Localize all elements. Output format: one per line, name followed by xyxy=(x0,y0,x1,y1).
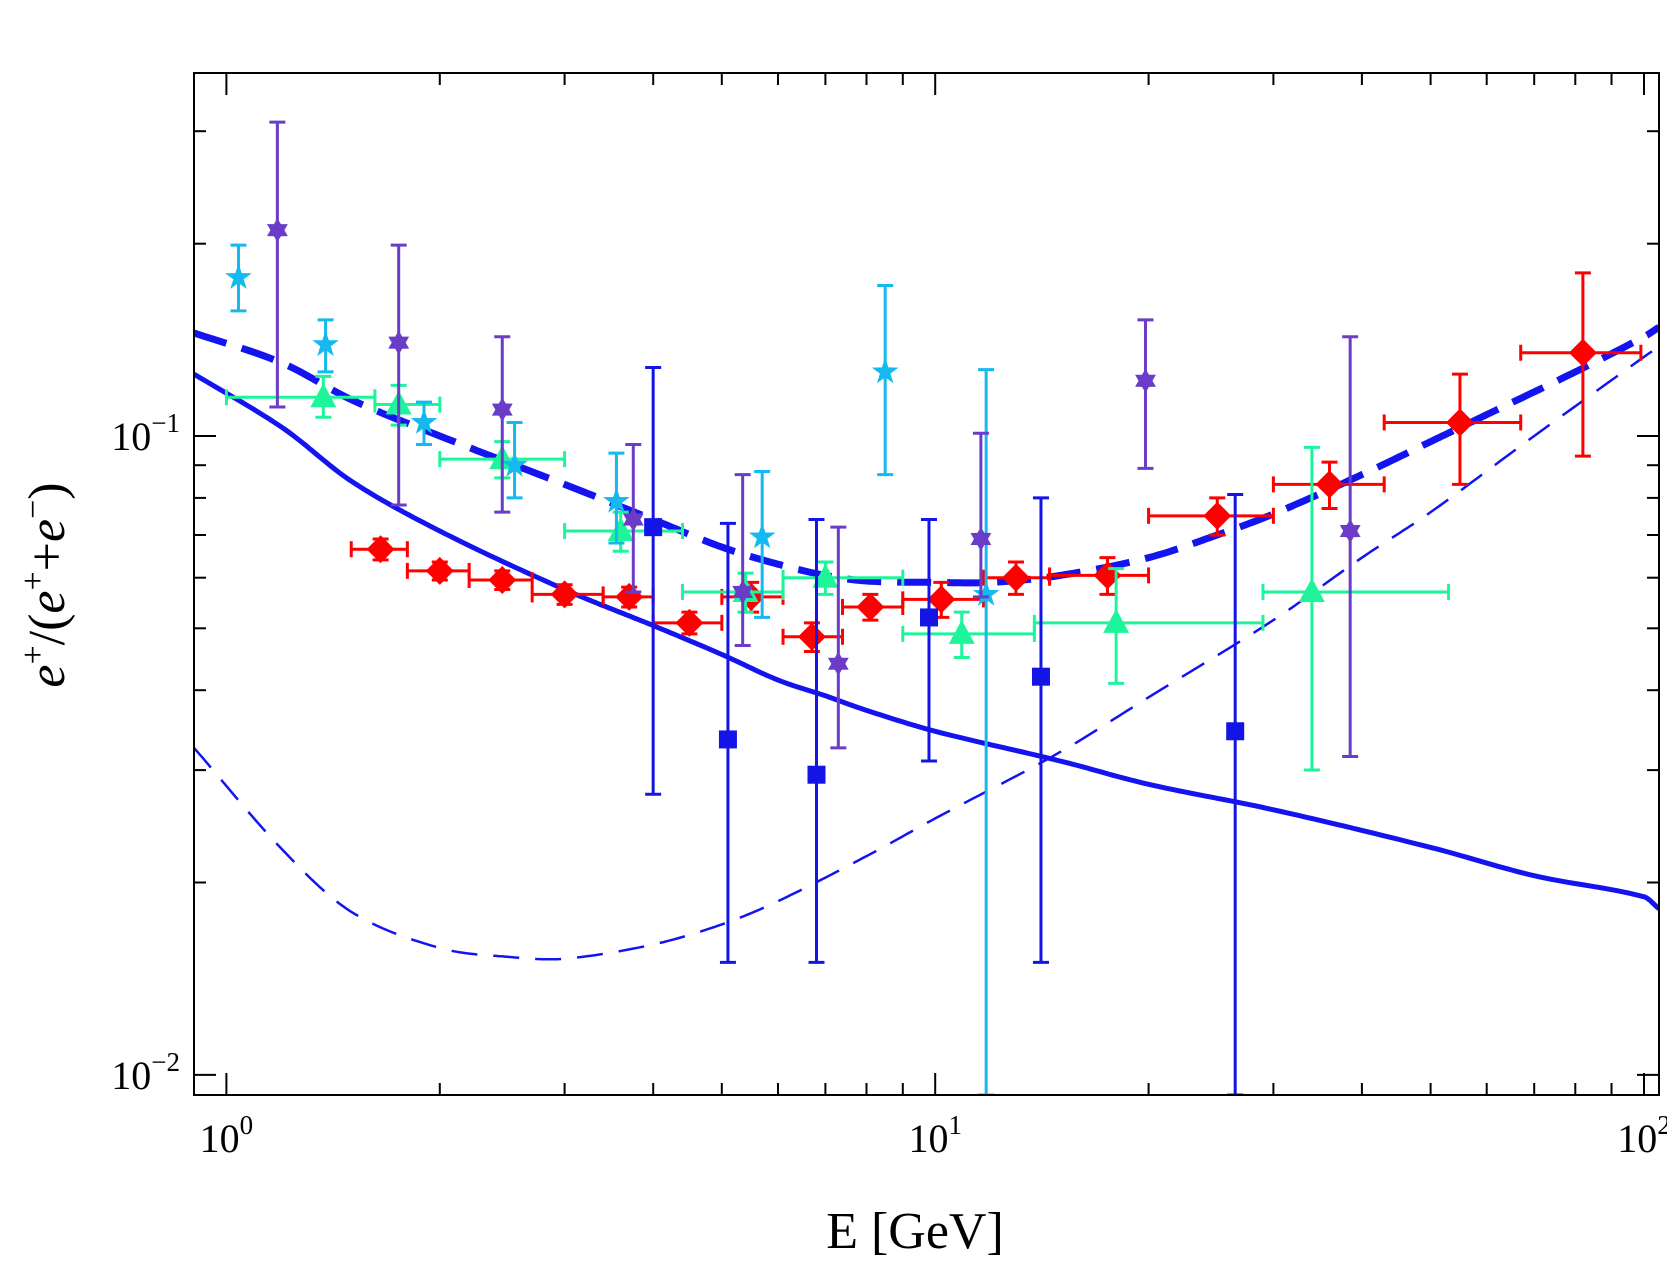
x-tick-label: 102 xyxy=(1617,1110,1667,1161)
y-title-close: ) xyxy=(19,482,76,499)
star-marker xyxy=(871,357,899,384)
diamond-marker xyxy=(675,608,704,637)
axis-ticks xyxy=(194,73,1659,1095)
y-title-open: /( xyxy=(19,614,76,646)
y-title-e2: e xyxy=(19,590,76,613)
star-marker xyxy=(501,451,528,477)
hexstar-marker xyxy=(732,580,754,604)
square-marker xyxy=(644,518,663,537)
triangle-marker xyxy=(812,563,839,588)
hexstar-marker xyxy=(970,527,992,551)
y-title-plus: + xyxy=(19,542,76,571)
x-tick-base: 10 xyxy=(200,1116,240,1161)
thin-dashed-curve xyxy=(194,345,1659,961)
diamond-marker xyxy=(425,556,454,585)
x-tick-base: 10 xyxy=(1617,1116,1657,1161)
x-tick-exponent: 2 xyxy=(1657,1110,1667,1140)
hexstar-marker xyxy=(827,651,849,676)
thick-dashed-curve xyxy=(194,324,1659,587)
hexstar-marker xyxy=(622,507,644,532)
y-title-e: e xyxy=(19,665,76,688)
y-title-sup-minus: − xyxy=(15,500,52,519)
y-title-e3: e xyxy=(19,519,76,542)
star-marker xyxy=(972,580,1000,606)
cyan-stars xyxy=(225,243,1000,1095)
diamond-marker xyxy=(615,582,644,611)
square-marker xyxy=(919,608,938,627)
hexstar-marker xyxy=(1339,519,1361,543)
diamond-marker xyxy=(927,585,956,614)
y-title-sup-plus2: + xyxy=(15,571,52,590)
x-tick-exponent: 1 xyxy=(948,1110,962,1140)
square-marker xyxy=(718,730,737,749)
diamond-marker xyxy=(1001,563,1030,592)
y-tick-exponent: −1 xyxy=(151,408,180,438)
square-marker xyxy=(1226,722,1245,741)
star-marker xyxy=(603,487,630,513)
x-tick-label: 101 xyxy=(908,1110,962,1161)
y-tick-base: 10 xyxy=(111,414,151,459)
star-marker xyxy=(225,263,252,289)
diamond-marker xyxy=(488,566,517,595)
diamond-marker xyxy=(1445,408,1474,437)
purple-stars xyxy=(267,120,1361,759)
diamond-marker xyxy=(1568,338,1597,367)
star-marker xyxy=(410,408,438,434)
x-tick-label: 100 xyxy=(200,1110,254,1161)
triangle-marker xyxy=(1298,577,1325,602)
y-axis-title: e+/(e++e−) xyxy=(15,482,76,687)
hexstar-marker xyxy=(267,218,288,243)
y-title-sup-plus: + xyxy=(15,645,52,664)
diamond-marker xyxy=(797,622,826,651)
hexstar-marker xyxy=(491,397,513,422)
diamond-marker xyxy=(550,580,579,609)
diamond-marker xyxy=(1203,501,1232,530)
y-tick-label: 10−1 xyxy=(111,408,180,459)
triangle-marker xyxy=(948,619,975,644)
x-axis-title: E [GeV] xyxy=(826,1203,1004,1260)
star-marker xyxy=(748,523,776,549)
data-points xyxy=(224,120,1643,1095)
x-tick-base: 10 xyxy=(908,1116,948,1161)
diamond-marker xyxy=(366,535,395,564)
square-marker xyxy=(807,765,826,784)
blue-squares xyxy=(644,366,1245,1095)
model-curves xyxy=(194,324,1659,961)
red-diamonds xyxy=(349,271,1643,653)
y-tick-exponent: −2 xyxy=(151,1047,180,1077)
triangle-marker xyxy=(1103,608,1130,633)
diamond-marker xyxy=(856,592,885,621)
diamond-marker xyxy=(1315,470,1344,499)
solid-curve xyxy=(194,371,1659,911)
hexstar-marker xyxy=(388,330,410,355)
star-marker xyxy=(312,330,339,356)
x-tick-exponent: 0 xyxy=(240,1110,254,1140)
y-tick-base: 10 xyxy=(111,1053,151,1098)
triangle-marker xyxy=(607,517,634,542)
plot-frame xyxy=(193,72,1660,1096)
square-marker xyxy=(1031,667,1050,686)
hexstar-marker xyxy=(1135,368,1156,393)
triangle-marker xyxy=(310,383,337,408)
y-tick-label: 10−2 xyxy=(111,1047,180,1098)
